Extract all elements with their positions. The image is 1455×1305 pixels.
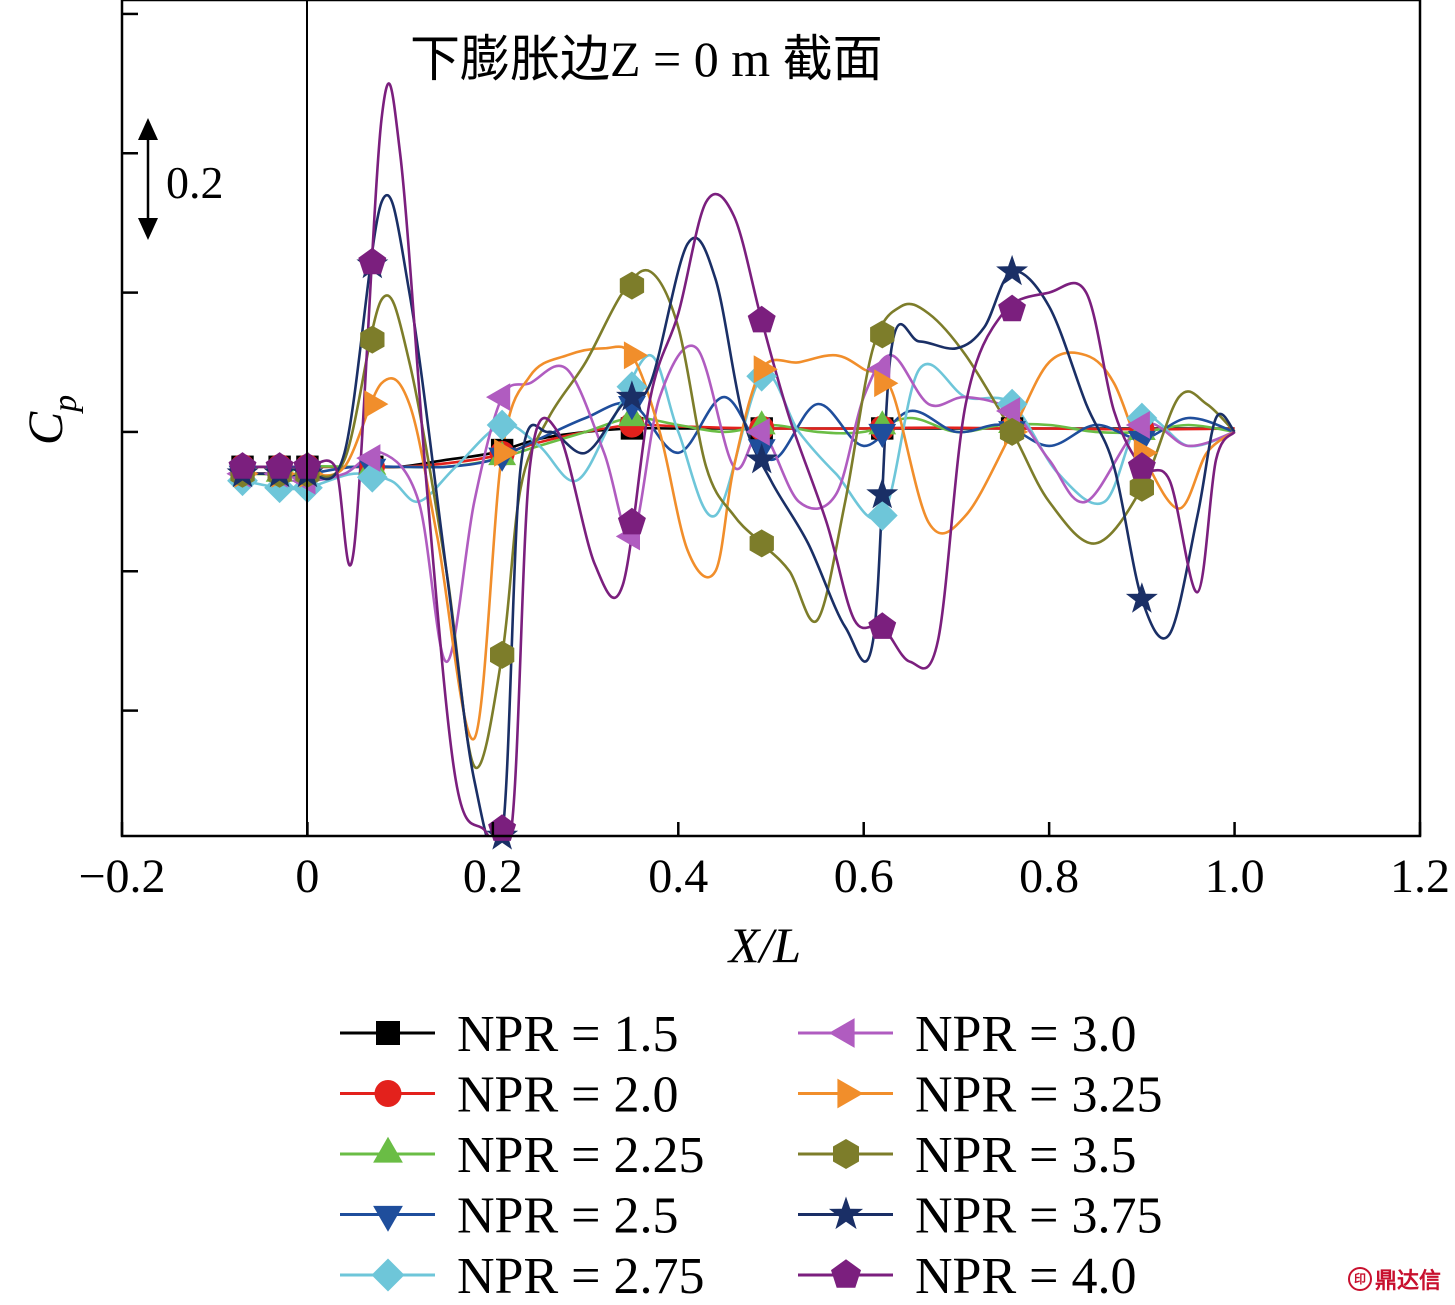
- legend-label-4: NPR = 2.5: [457, 1188, 678, 1245]
- series-10-point-5: [488, 814, 517, 841]
- series-9-point-6: [616, 380, 648, 411]
- series-7-point-4: [364, 390, 389, 418]
- series-10-point-6: [617, 507, 646, 535]
- legend-marker-6: [828, 1018, 855, 1048]
- legend-label-9: NPR = 3.75: [915, 1188, 1162, 1245]
- series-10-point-9: [998, 294, 1026, 322]
- legend-marker-4: [373, 1205, 403, 1232]
- series-9-point-10: [1125, 582, 1158, 613]
- scale-arrow-down-icon: [138, 218, 158, 240]
- legend-label-1: NPR = 1.5: [457, 1006, 678, 1063]
- y-axis-label-sub: p: [47, 395, 84, 414]
- y-axis-label-main: C: [17, 411, 73, 445]
- series-8-point-5: [490, 640, 515, 669]
- series-layer: [242, 82, 1236, 836]
- legend-label-2: NPR = 2.0: [457, 1067, 678, 1124]
- legend-marker-1: [376, 1021, 400, 1045]
- x-tick-label: 0.4: [648, 850, 708, 903]
- plot-frame: [120, 0, 1422, 838]
- series-6-point-9: [996, 397, 1021, 425]
- x-tick-label: −0.2: [78, 850, 165, 903]
- series-9-point-8: [866, 477, 899, 509]
- legend-marker-7: [837, 1078, 864, 1109]
- series-8-point-6: [619, 271, 645, 300]
- series-line-10: [242, 82, 1236, 836]
- legend-marker-10: [831, 1259, 861, 1288]
- legend-label-10: NPR = 4.0: [915, 1248, 1136, 1305]
- series-9-point-7: [745, 443, 778, 474]
- series-line-4: [242, 395, 1236, 476]
- series-line-9: [242, 193, 1236, 836]
- x-tick-label: 0.6: [834, 850, 894, 903]
- scale-bar-label: 0.2: [166, 157, 224, 208]
- series-7-point-8: [874, 369, 899, 398]
- series-10-point-8: [868, 612, 897, 639]
- scale-bar: 0.2: [138, 118, 224, 240]
- legend-label-5: NPR = 2.75: [457, 1248, 704, 1305]
- x-tick-label: 0: [295, 850, 319, 903]
- legend-marker-3: [373, 1136, 403, 1163]
- series-10-point-7: [747, 305, 776, 333]
- x-axis-label: X/L: [727, 917, 801, 973]
- legend-label-3: NPR = 2.25: [457, 1127, 704, 1184]
- stamp-icon: 印: [1347, 1267, 1372, 1291]
- series-10-point-1: [228, 452, 257, 479]
- series-10-point-10: [1127, 452, 1156, 479]
- y-axis-ticks: [122, 12, 138, 712]
- x-axis-ticks: −0.2 0 0.2 0.4 0.6 0.8 1.0 1.2: [78, 822, 1450, 903]
- series-8-point-8: [870, 320, 895, 349]
- series-5-point-5: [486, 409, 518, 441]
- x-tick-label: 1.0: [1205, 850, 1265, 903]
- series-8-point-7: [749, 529, 774, 558]
- series-7-point-5: [494, 438, 519, 467]
- legend-marker-2: [374, 1080, 402, 1107]
- x-tick-label: 0.2: [463, 850, 523, 903]
- series-6-point-5: [486, 383, 511, 411]
- series-6-point-10: [1125, 411, 1150, 439]
- series-10-point-4: [358, 247, 387, 275]
- x-tick-label: 0.8: [1019, 850, 1079, 903]
- x-tick-label: 1.2: [1390, 850, 1450, 903]
- series-8-point-10: [1129, 473, 1154, 502]
- series-8-point-4: [360, 325, 385, 354]
- series-10-point-2: [265, 452, 294, 479]
- legend-marker-9: [828, 1196, 864, 1230]
- series-5-point-8: [866, 500, 898, 531]
- legend-marker-5: [371, 1258, 405, 1292]
- series-4-point-8: [868, 423, 897, 448]
- series-6-point-4: [356, 444, 381, 472]
- series-9-point-9: [996, 254, 1028, 286]
- series-line-8: [242, 269, 1236, 770]
- legend-label-7: NPR = 3.25: [915, 1067, 1162, 1124]
- legend-label-6: NPR = 3.0: [915, 1006, 1136, 1063]
- scale-arrow-up-icon: [138, 118, 158, 140]
- y-axis-label: Cp: [17, 395, 84, 445]
- chart-title: 下膨胀边Z = 0 m 截面: [410, 31, 883, 87]
- legend-marker-8: [833, 1139, 859, 1169]
- marker-layer: [226, 247, 1158, 850]
- series-8-point-9: [999, 417, 1025, 446]
- series-line-5: [242, 354, 1236, 521]
- watermark: 印 鼎达信: [1347, 1263, 1441, 1295]
- legend-label-8: NPR = 3.5: [915, 1127, 1136, 1184]
- series-7-point-6: [623, 341, 648, 370]
- series-7-point-7: [753, 355, 778, 384]
- series-6-point-7: [745, 418, 770, 446]
- watermark-text: 鼎达信: [1374, 1269, 1441, 1294]
